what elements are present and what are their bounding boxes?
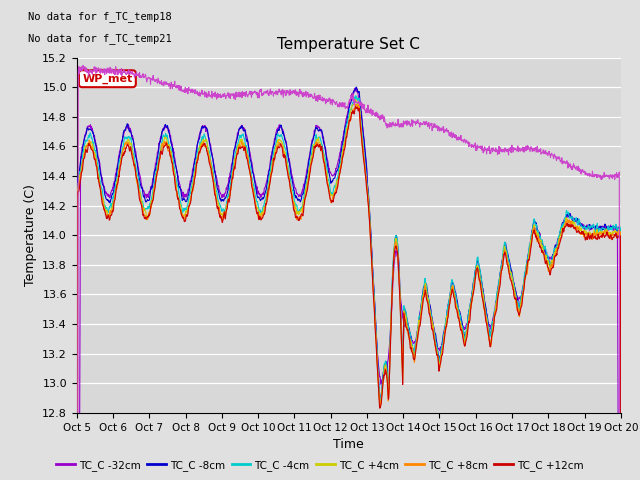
Title: Temperature Set C: Temperature Set C [277, 37, 420, 52]
Text: WP_met: WP_met [82, 73, 132, 84]
Y-axis label: Temperature (C): Temperature (C) [24, 184, 36, 286]
Text: No data for f_TC_temp18: No data for f_TC_temp18 [28, 12, 172, 23]
Legend: TC_C -32cm, TC_C -8cm, TC_C -4cm, TC_C +4cm, TC_C +8cm, TC_C +12cm: TC_C -32cm, TC_C -8cm, TC_C -4cm, TC_C +… [52, 456, 588, 475]
Text: No data for f_TC_temp21: No data for f_TC_temp21 [28, 33, 172, 44]
X-axis label: Time: Time [333, 438, 364, 451]
